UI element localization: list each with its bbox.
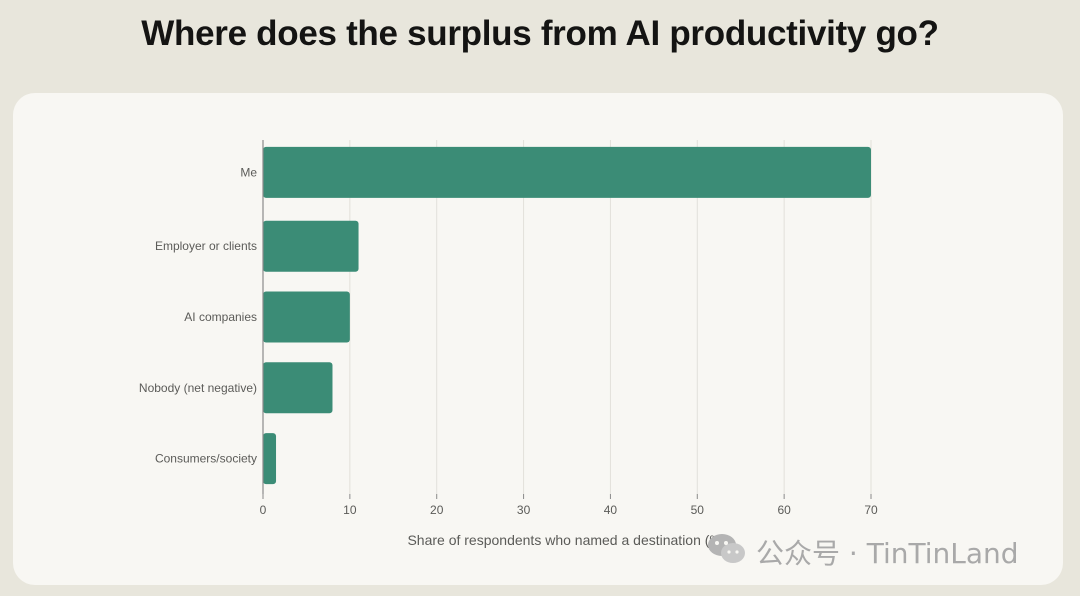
x-tick-label: 70 [864, 503, 878, 517]
x-tick-label: 10 [343, 503, 357, 517]
x-tick-label: 20 [430, 503, 444, 517]
x-tick-label: 50 [691, 503, 705, 517]
x-tick-label: 60 [777, 503, 791, 517]
bars [263, 146, 871, 485]
category-labels: Me Employer or clients AI companies Nobody … [139, 165, 257, 465]
x-axis-label: Share of respondents who named a destina… [407, 532, 726, 548]
page-title: Where does the surplus from AI productiv… [141, 14, 939, 53]
x-tick-label: 40 [604, 503, 618, 517]
bar [263, 433, 277, 485]
category-label: Nobody (net negative) [139, 381, 257, 395]
watermark-text: 公众号 · TinTinLand [756, 537, 1019, 570]
gridlines [349, 140, 872, 494]
x-tick-labels: 0 10 20 30 40 50 60 70 [260, 494, 878, 517]
category-label: AI companies [184, 310, 257, 324]
category-label: Employer or clients [155, 239, 257, 253]
bar [263, 362, 333, 414]
wechat-icon [706, 531, 748, 574]
bar [263, 291, 350, 343]
x-tick-label: 30 [517, 503, 531, 517]
watermark: 公众号 · TinTinLand [706, 533, 1019, 571]
category-label: Me [240, 165, 257, 179]
bar [263, 220, 359, 272]
category-label: Consumers/society [155, 452, 257, 466]
bar [263, 146, 871, 198]
x-tick-label: 0 [260, 503, 267, 517]
